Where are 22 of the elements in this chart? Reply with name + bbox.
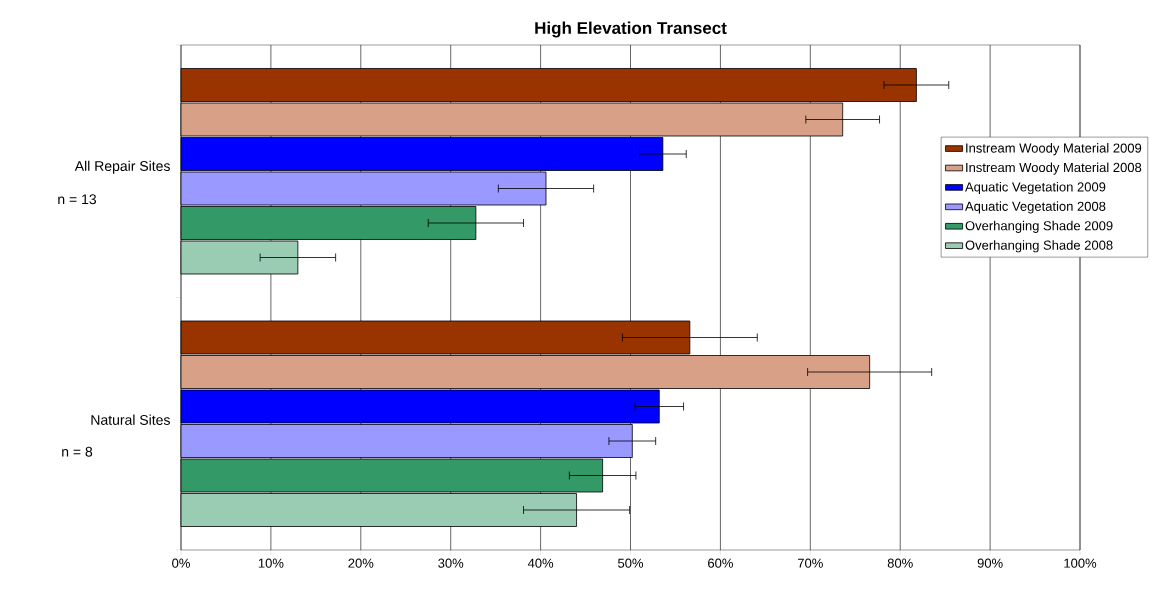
x-tick-label: 0% xyxy=(172,558,190,568)
x-tick-label: 90% xyxy=(977,558,1003,568)
text: n = 8 xyxy=(62,446,93,457)
x-tick-label: 80% xyxy=(887,558,913,568)
legend-label: Overhanging Shade 2008 xyxy=(965,240,1113,253)
legend-label: Overhanging Shade 2009 xyxy=(965,220,1113,233)
x-tick-label: 30% xyxy=(438,558,464,568)
x-tick-label: 20% xyxy=(348,558,374,568)
y-tick-label: Natural Sites xyxy=(91,414,170,425)
x-tick-label: 100% xyxy=(1064,558,1097,568)
legend-label: Aquatic Vegetation 2009 xyxy=(965,181,1106,195)
x-tick-label: 50% xyxy=(618,558,644,568)
x-tick-label: 10% xyxy=(258,558,284,568)
x-tick-label: 40% xyxy=(527,558,554,568)
legend-label: Instream Woody Material 2008 xyxy=(966,162,1142,175)
legend-label: Aquatic Vegetation 2008 xyxy=(965,201,1106,214)
text: n = 13 xyxy=(58,194,97,205)
x-tick-label: 70% xyxy=(797,558,823,568)
chart-title: High Elevation Transect xyxy=(535,21,727,38)
x-tick-label: 60% xyxy=(708,558,733,568)
y-tick-label: All Repair Sites xyxy=(74,160,170,174)
legend-label: Instream Woody Material 2009 xyxy=(966,143,1142,156)
